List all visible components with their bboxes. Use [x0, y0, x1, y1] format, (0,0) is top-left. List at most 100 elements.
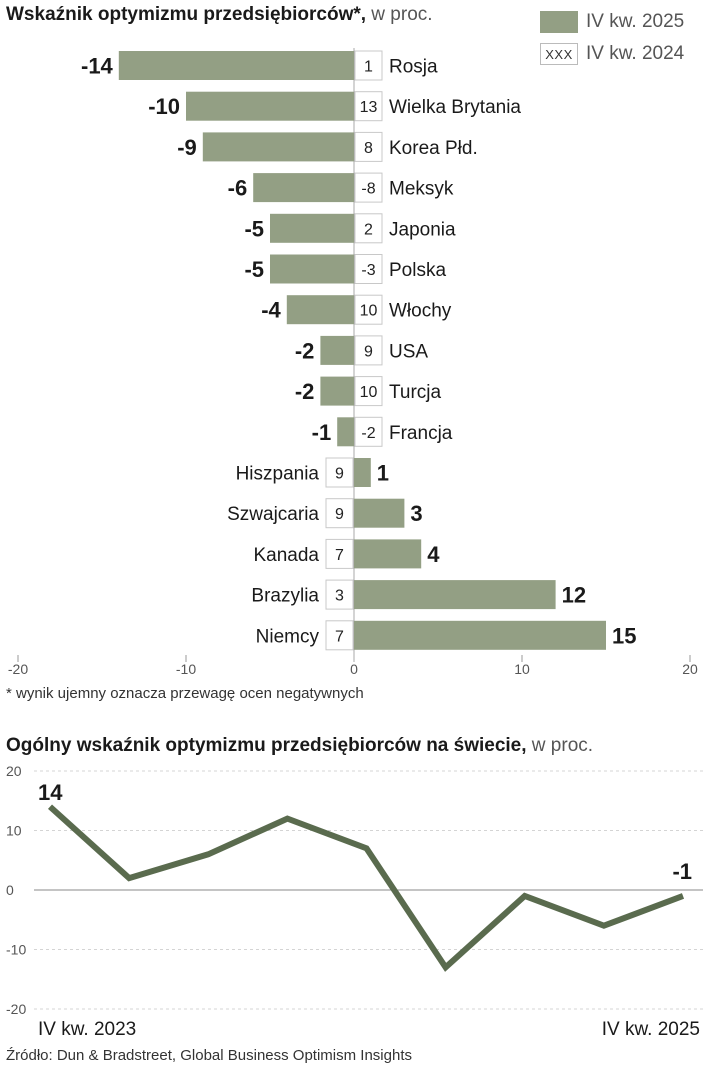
- bar: [118, 51, 354, 80]
- legend-swatch-current: [540, 11, 578, 33]
- x-tick-label: 20: [682, 661, 698, 677]
- bar-value-label: -5: [244, 216, 264, 241]
- previous-value-label: -8: [361, 181, 375, 198]
- bar: [320, 335, 354, 365]
- previous-value-box: [354, 91, 383, 122]
- x-tick-label: -20: [8, 661, 28, 677]
- category-label: Turcja: [389, 382, 442, 403]
- category-label: Kanada: [253, 545, 319, 566]
- category-label: Polska: [389, 260, 446, 281]
- bar: [354, 458, 371, 487]
- x-tick-label: 0: [350, 661, 358, 677]
- bar: [354, 539, 422, 569]
- category-label: Szwajcaria: [227, 504, 319, 525]
- previous-value-box: [354, 131, 383, 162]
- previous-value-label: 3: [335, 588, 344, 605]
- previous-value-box: [354, 416, 383, 447]
- previous-value-label: 9: [335, 466, 344, 483]
- bar-value-label: -10: [148, 94, 180, 119]
- bar-value-label: 4: [427, 542, 440, 567]
- previous-value-box: [354, 254, 383, 284]
- previous-value-label: 8: [364, 140, 373, 157]
- bar-chart-title: Wskaźnik optymizmu przedsiębiorców*, w p…: [6, 4, 433, 25]
- footnote: * wynik ujemny oznacza przewagę ocen neg…: [6, 685, 364, 702]
- end-value-label: -1: [672, 859, 692, 884]
- bar-value-label: 1: [377, 461, 389, 486]
- bar-value-label: -4: [261, 298, 281, 323]
- legend-item-previous: XXX IV kw. 2024: [540, 40, 684, 68]
- previous-value-box: [354, 50, 383, 81]
- start-value-label: 14: [38, 780, 63, 805]
- bar-value-label: -1: [312, 420, 332, 445]
- bar-value-label: -5: [244, 257, 264, 282]
- bar: [270, 213, 354, 243]
- x-end-label: IV kw. 2025: [602, 1019, 700, 1040]
- bar: [354, 498, 405, 528]
- category-label: Hiszpania: [236, 464, 320, 485]
- previous-value-label: 2: [364, 221, 373, 238]
- previous-value-box: [325, 620, 354, 651]
- previous-value-box: [325, 579, 354, 610]
- bar-value-label: -2: [295, 338, 315, 363]
- category-label: Meksyk: [389, 179, 454, 200]
- source-note: Źródło: Dun & Bradstreet, Global Busines…: [6, 1047, 412, 1064]
- bar: [202, 132, 354, 162]
- bar-value-label: -14: [81, 54, 114, 79]
- previous-value-label: 7: [335, 547, 344, 564]
- legend-item-current: IV kw. 2025: [540, 8, 684, 36]
- category-label: Wielka Brytania: [389, 97, 521, 118]
- bar-value-label: 12: [562, 583, 586, 608]
- category-label: Rosja: [389, 57, 438, 78]
- bar-value-label: -9: [177, 135, 197, 160]
- previous-value-box: [354, 172, 383, 203]
- previous-value-box: [325, 457, 354, 488]
- y-tick-label: 0: [6, 882, 14, 898]
- previous-value-box: [354, 294, 383, 325]
- bar-chart: -20 -10 0 10 20-14 1 Rosja-10 13 Wielka Brytania…: [8, 48, 698, 677]
- category-label: Włochy: [389, 301, 452, 322]
- previous-value-label: 10: [360, 384, 378, 401]
- previous-value-box: [325, 498, 354, 529]
- bar: [320, 376, 354, 406]
- previous-value-box: [354, 376, 383, 407]
- previous-value-label: 13: [360, 99, 378, 116]
- previous-value-label: -3: [361, 262, 375, 279]
- bar-value-label: 15: [612, 623, 636, 648]
- bar: [186, 91, 354, 121]
- y-tick-label: -20: [6, 1001, 26, 1017]
- previous-value-label: 10: [360, 303, 378, 320]
- previous-value-box: [325, 538, 354, 569]
- bar: [354, 580, 556, 610]
- bar: [337, 417, 354, 447]
- previous-value-box: [354, 213, 383, 244]
- legend-label-previous: IV kw. 2024: [586, 43, 685, 64]
- bar: [286, 295, 354, 325]
- category-label: Japonia: [389, 219, 456, 240]
- legend-label-current: IV kw. 2025: [586, 11, 685, 32]
- category-label: Francja: [389, 423, 453, 444]
- bar: [253, 173, 354, 203]
- x-start-label: IV kw. 2023: [38, 1019, 136, 1040]
- previous-value-label: -2: [361, 425, 375, 442]
- bar-value-label: 3: [410, 501, 422, 526]
- bar-value-label: -2: [295, 379, 315, 404]
- y-tick-label: -10: [6, 942, 26, 958]
- category-label: Brazylia: [251, 586, 319, 607]
- previous-value-label: 1: [364, 59, 373, 76]
- x-tick-label: 10: [514, 661, 530, 677]
- y-tick-label: 10: [6, 823, 22, 839]
- y-tick-label: 20: [6, 763, 22, 779]
- x-tick-label: -10: [176, 661, 196, 677]
- legend: IV kw. 2025 XXX IV kw. 2024: [540, 8, 684, 72]
- legend-box-previous: XXX: [540, 43, 578, 65]
- category-label: Korea Płd.: [389, 138, 478, 159]
- line-chart-title: Ogólny wskaźnik optymizmu przedsiębiorcó…: [6, 735, 594, 756]
- bar-value-label: -6: [228, 176, 248, 201]
- bar: [270, 254, 354, 284]
- previous-value-label: 7: [335, 628, 344, 645]
- bar: [354, 620, 606, 650]
- category-label: USA: [389, 341, 428, 362]
- category-label: Niemcy: [256, 626, 320, 647]
